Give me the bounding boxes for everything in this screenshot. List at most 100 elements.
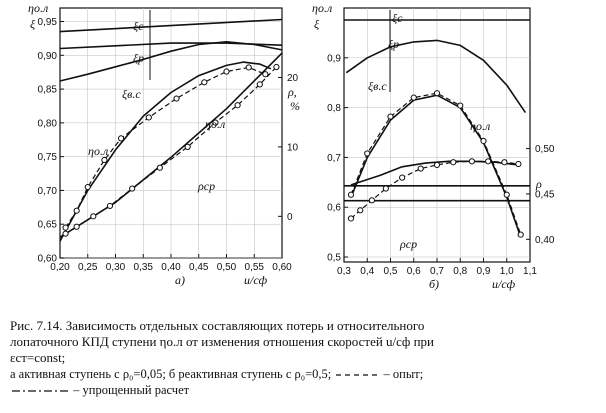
annotation-xi-r: ξр: [388, 37, 399, 51]
x-tick-label: 0,55: [245, 262, 265, 273]
data-point: [364, 150, 371, 157]
x-axis-label: u/cф: [492, 277, 516, 291]
x-tick-label: 0,40: [161, 262, 181, 273]
data-point: [501, 159, 508, 166]
annotation-xi-c: ξс: [392, 11, 403, 25]
series-line: [350, 160, 519, 219]
y-left-tick-label: 0,7: [327, 153, 341, 164]
data-point: [73, 223, 80, 230]
legend-dashdot-sample: [12, 390, 68, 392]
data-point: [387, 113, 394, 120]
x-tick-label: 0,50: [217, 262, 237, 273]
data-point: [368, 197, 375, 204]
series-line: [59, 40, 283, 82]
x-axis-label: u/cф: [244, 273, 268, 287]
data-point: [106, 202, 114, 210]
y-left-tick-label: 0,90: [38, 51, 58, 62]
y-right-tick-label: 0: [287, 212, 293, 223]
annotation-xi-vs: ξв.с: [122, 87, 141, 101]
y-left-label: ηо.л: [312, 1, 332, 15]
data-point: [515, 160, 522, 168]
y-left-tick-label: 0,95: [38, 17, 58, 28]
series-line: [59, 18, 283, 33]
caption-line-2: лопаточного КПД ступени ηо.л от изменени…: [10, 334, 435, 349]
y-right-tick-label: 0,40: [535, 235, 555, 246]
series-line: [350, 92, 522, 235]
y-right-tick-label: 0,50: [535, 144, 555, 155]
caption-legend-line-2: – упрощенный расчет: [10, 382, 598, 398]
caption-line-1: Рис. 7.14. Зависимость отдельных составл…: [10, 318, 425, 333]
figure-caption: Рис. 7.14. Зависимость отдельных составл…: [10, 318, 598, 398]
annotation-xi-vs: ξв.с: [368, 79, 387, 93]
x-tick-label: 0,9: [477, 266, 491, 277]
data-point: [62, 230, 69, 237]
y-left-label: ηо.л: [28, 1, 48, 15]
annotation-xi-r: ξр: [133, 51, 144, 65]
y-left-tick-label: 0,9: [327, 53, 341, 64]
data-point: [410, 94, 417, 101]
caption-legend-line: а активная ступень с ρ₀=0,05; б реактивн…: [10, 366, 598, 382]
data-point: [450, 159, 457, 166]
series-line: [59, 61, 272, 242]
x-tick-label: 0,3: [337, 266, 351, 277]
data-point: [347, 191, 355, 198]
data-point: [223, 68, 230, 75]
data-point: [62, 224, 69, 231]
annotation-eta-ol: ηо.л: [205, 117, 225, 131]
chart-a: 0,20 0,25 0,30 0,35 0,40 0,45 0,50 0,55 0,60 0,60…: [28, 1, 300, 287]
data-point: [156, 164, 163, 171]
data-point: [273, 63, 280, 71]
data-point: [184, 143, 191, 150]
data-point: [129, 185, 136, 192]
x-tick-label: 0,4: [360, 266, 374, 277]
data-point: [117, 135, 125, 142]
y-left-tick-label: 0,85: [38, 85, 58, 96]
data-point: [433, 90, 441, 97]
data-point: [485, 158, 492, 165]
data-point: [503, 191, 510, 198]
y-left-tick-label: 0,8: [327, 103, 341, 114]
y-right-unit: %: [290, 99, 300, 113]
panel-label: б): [429, 277, 439, 291]
data-point: [417, 165, 424, 172]
y-right-label: ρ,: [287, 85, 297, 99]
y-left-tick-label: 0,5: [327, 253, 341, 264]
y-right-tick-label: 0,45: [535, 189, 555, 200]
figure: 0,20 0,25 0,30 0,35 0,40 0,45 0,50 0,55 0,600,60…: [28, 1, 555, 291]
annotation-rho-cp: ρср: [197, 179, 215, 193]
y-left-tick-label: 0,6: [327, 203, 341, 214]
series-line: [345, 39, 527, 114]
x-tick-label: 1,0: [500, 266, 514, 277]
annotation-eta-ol: ηо.л: [470, 119, 490, 133]
x-tick-label: 0,45: [189, 262, 209, 273]
x-tick-label: 0,7: [430, 266, 444, 277]
legend-simplified: – упрощенный расчет: [73, 383, 190, 397]
data-point: [173, 95, 180, 102]
legend-experiment: – опыт;: [383, 367, 424, 381]
data-point: [234, 102, 241, 109]
data-point: [90, 213, 97, 220]
x-tick-label: 0,5: [384, 266, 398, 277]
data-point: [245, 64, 252, 71]
y-right-label: ρ: [535, 177, 542, 191]
data-point: [145, 114, 152, 121]
data-point: [480, 137, 487, 145]
annotation-xi-c: ξс: [133, 19, 144, 33]
panel-label: a): [175, 273, 185, 287]
data-point: [101, 156, 108, 164]
data-point: [357, 207, 364, 214]
data-point: [256, 81, 263, 88]
x-tick-label: 0,6: [407, 266, 421, 277]
chart-b: 0,3 0,4 0,5 0,6 0,7 0,8 0,9 1,0 1,1 0,5 0,6 0,7 0,8 0…: [312, 1, 555, 291]
caption-line-3: εст=const;: [10, 350, 66, 365]
annotation-rho-cp: ρср: [399, 237, 417, 251]
y-left-tick-label: 0,80: [38, 118, 58, 129]
x-tick-label: 0,8: [453, 266, 467, 277]
data-point: [212, 119, 219, 126]
data-point: [201, 79, 208, 86]
y-right-tick-label: 10: [287, 142, 299, 153]
data-point: [457, 102, 464, 109]
data-point: [468, 158, 475, 165]
x-tick-label: 0,25: [78, 262, 98, 273]
legend-stage-types: а активная ступень с ρ₀=0,05; б реактивн…: [10, 367, 332, 381]
